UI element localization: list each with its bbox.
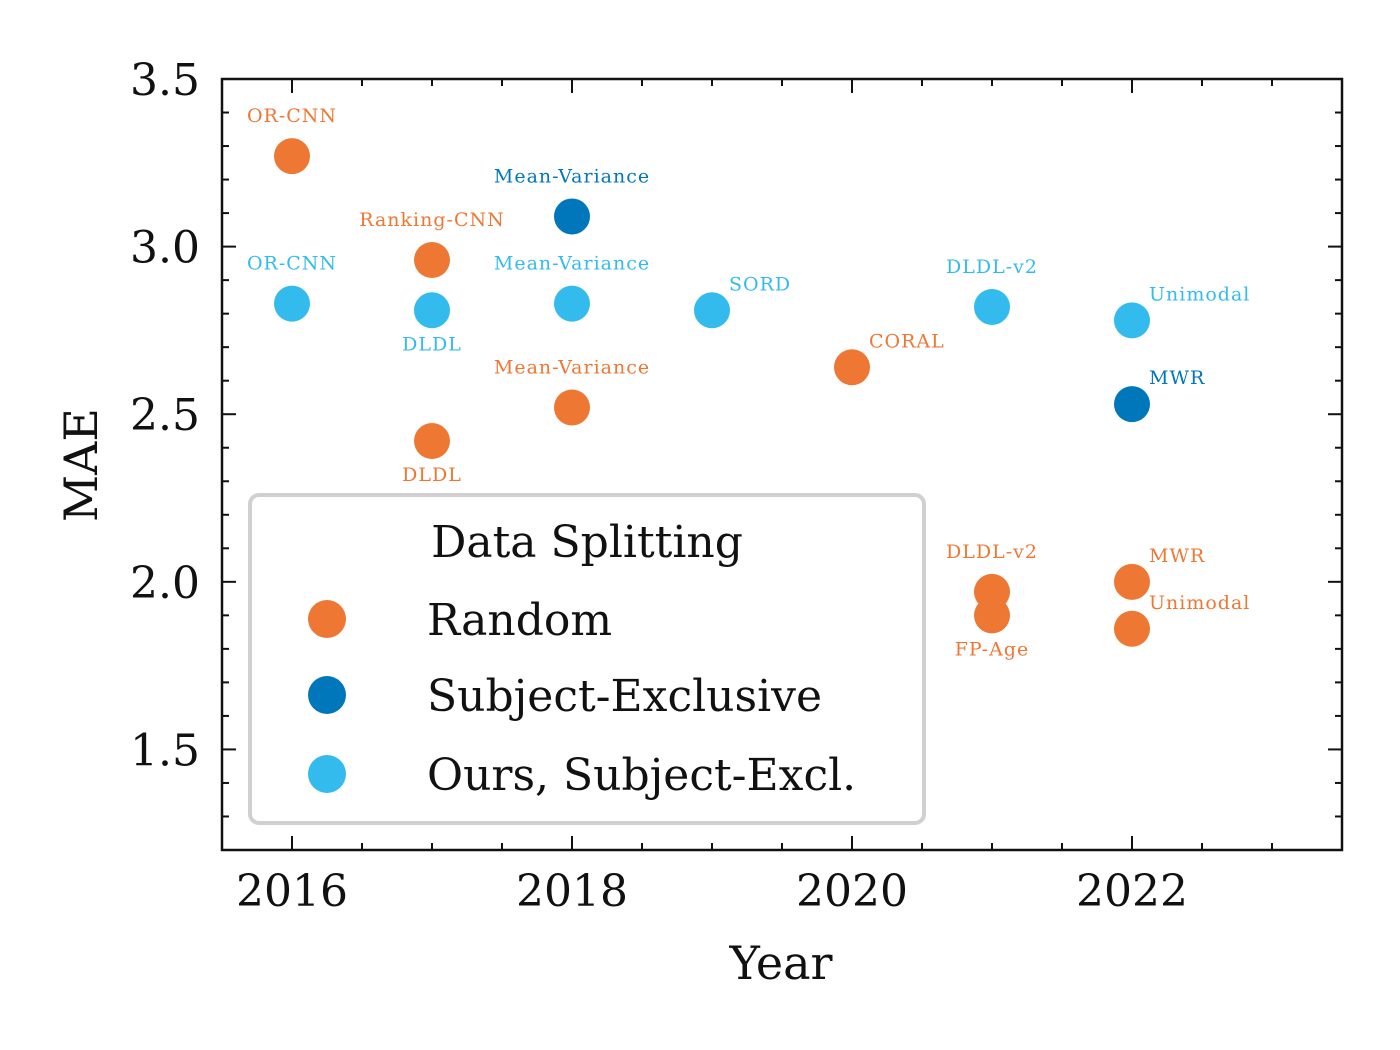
y-tick-label: 2.5 [130, 390, 200, 441]
legend-label-random: Random [427, 595, 612, 646]
point-ours [694, 292, 730, 329]
legend-marker-ours [308, 755, 346, 793]
legend-marker-random [308, 600, 346, 638]
point-label: CORAL [869, 330, 945, 352]
point-label: Mean-Variance [494, 165, 650, 187]
point-label: Mean-Variance [494, 357, 650, 379]
y-tick-label: 2.0 [130, 558, 200, 609]
y-tick-label: 3.5 [130, 55, 200, 106]
legend-label-subject: Subject-Exclusive [427, 671, 822, 722]
legend-label-ours: Ours, Subject-Excl. [427, 750, 856, 801]
point-random [974, 597, 1010, 634]
point-label: DLDL-v2 [946, 541, 1038, 563]
data-points [274, 138, 1150, 647]
legend: Data Splitting Random Subject-Exclusive Ou… [248, 493, 926, 825]
point-ours [414, 292, 450, 329]
point-random [1114, 563, 1150, 600]
point-label: OR-CNN [247, 253, 337, 275]
point-ours [554, 285, 590, 322]
point-subject [554, 198, 590, 235]
point-label: SORD [729, 273, 791, 295]
x-tick-label: 2016 [236, 866, 348, 917]
point-label: DLDL-v2 [946, 256, 1038, 278]
point-label: DLDL [402, 333, 462, 355]
y-tick-label: 1.5 [130, 725, 200, 776]
point-label: Unimodal [1149, 592, 1250, 614]
x-tick-label: 2022 [1076, 866, 1188, 917]
point-label: DLDL [402, 464, 462, 486]
point-subject [1114, 386, 1150, 423]
x-axis-title: Year [728, 936, 832, 990]
point-label: Unimodal [1149, 283, 1250, 305]
y-tick-label: 3.0 [130, 223, 200, 274]
x-tick-label: 2018 [516, 866, 628, 917]
point-ours [274, 285, 310, 322]
point-label: OR-CNN [247, 105, 337, 127]
point-random [554, 389, 590, 426]
point-random [414, 242, 450, 279]
point-labels: OR-CNN Ranking-CNN DLDL Mean-Variance CORAL D… [247, 105, 1250, 660]
point-label: MWR [1149, 545, 1205, 567]
point-random [834, 349, 870, 386]
point-random [414, 423, 450, 460]
legend-title: Data Splitting [431, 517, 743, 568]
plot-frame [220, 77, 1344, 852]
point-random [1114, 610, 1150, 647]
point-label: MWR [1149, 367, 1205, 389]
point-ours [1114, 302, 1150, 339]
y-axis-title: MAE [54, 408, 108, 522]
legend-marker-subject [308, 676, 346, 714]
tick-labels: 2016 2018 2020 2022 1.5 2.0 2.5 3.0 3.5 [130, 55, 1188, 917]
point-label: Mean-Variance [494, 253, 650, 275]
legend-box [248, 493, 926, 825]
point-ours [974, 288, 1010, 325]
point-random [274, 138, 310, 175]
point-label: FP-Age [955, 638, 1029, 660]
point-label: Ranking-CNN [359, 209, 505, 231]
x-tick-label: 2020 [796, 866, 908, 917]
